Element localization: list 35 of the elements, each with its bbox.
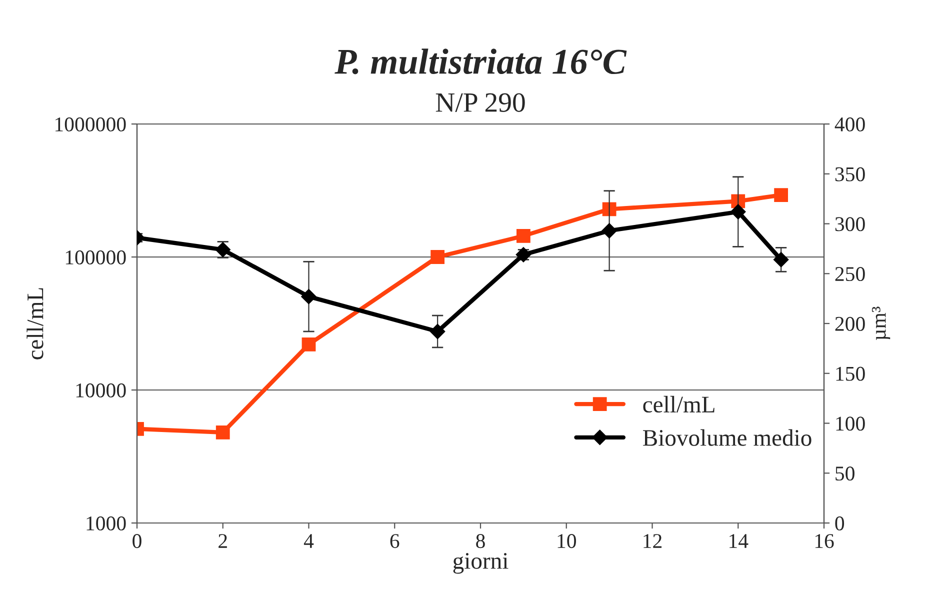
point (774, 188, 788, 202)
point (216, 425, 230, 440)
point (602, 202, 616, 216)
chart-title: P. multistriata 16°C (334, 48, 627, 74)
x-tick-label: 12 (644, 534, 662, 548)
x-tick-label: 0 (132, 534, 142, 548)
legend-label: Biovolume medio (643, 429, 812, 446)
x-axis-title: giorni (453, 552, 508, 574)
x-tick-label: 6 (390, 534, 400, 548)
y2-tick-label: 250 (835, 267, 865, 282)
x-tick-label: 2 (218, 534, 227, 548)
point (302, 338, 316, 352)
x-tick-label: 14 (730, 534, 748, 548)
y2-tick-label: 300 (835, 217, 865, 232)
y2-tick-label: 100 (836, 416, 865, 431)
y2-axis-title: µm³ (872, 306, 890, 340)
x-tick-label: 10 (558, 534, 576, 548)
y2-tick-label: 350 (835, 167, 865, 182)
y2-tick-label: 150 (836, 366, 865, 381)
point (430, 250, 445, 264)
y-tick-label: 100000 (66, 250, 126, 264)
chart-subtitle: N/P 290 (436, 93, 525, 112)
y2-tick-label: 400 (834, 117, 865, 132)
y-tick-label: 1000000 (56, 117, 126, 132)
y2-tick-label: 200 (835, 316, 865, 331)
y-tick-label: 10000 (76, 383, 126, 398)
y2-tick-label: 0 (835, 516, 844, 530)
y-tick-label: 1000 (86, 516, 126, 530)
legend-label: cell/mL (643, 396, 714, 413)
y-axis-title: cell/mL (26, 288, 44, 360)
x-tick-label: 4 (304, 534, 314, 548)
point (516, 228, 530, 243)
y2-tick-label: 50 (836, 466, 854, 481)
x-tick-label: 16 (815, 534, 834, 548)
x-tick-label: 8 (476, 534, 485, 548)
